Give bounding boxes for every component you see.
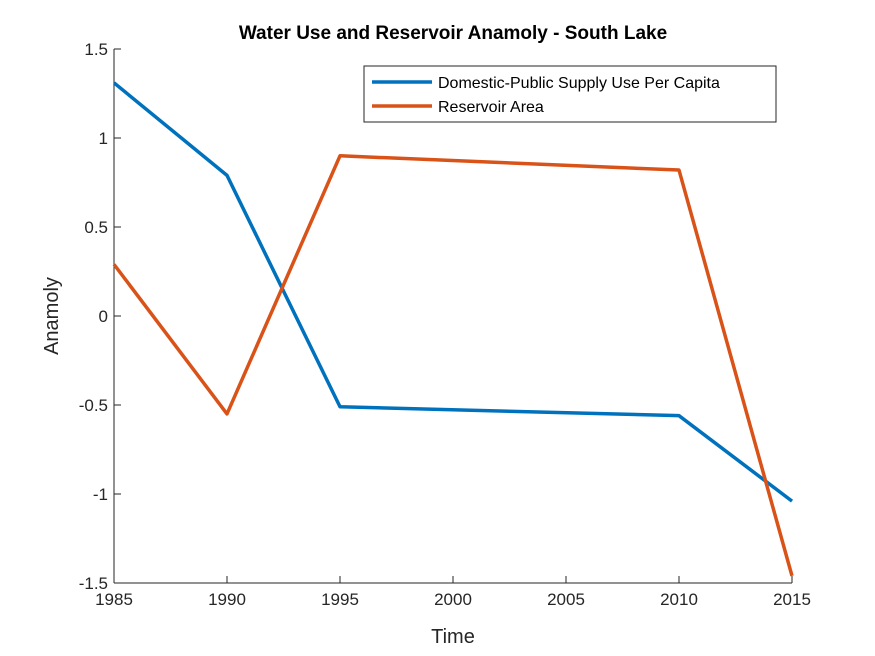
y-tick-label: -1	[93, 485, 108, 504]
legend-entry-label: Domestic-Public Supply Use Per Capita	[438, 75, 720, 92]
y-tick-label: 1.5	[84, 40, 108, 59]
x-tick-label: 2015	[773, 590, 811, 609]
x-tick-label: 1995	[321, 590, 359, 609]
x-axis-label: Time	[431, 626, 475, 648]
y-tick-label: -1.5	[79, 574, 108, 593]
x-tick-label: 1985	[95, 590, 133, 609]
y-tick-label: 0	[99, 307, 108, 326]
y-axis: 1.5 1 0.5 0 -0.5 -1 -1.5	[79, 40, 121, 593]
x-tick-label: 2010	[660, 590, 698, 609]
y-tick-label: 0.5	[84, 218, 108, 237]
legend: Domestic-Public Supply Use Per Capita Res…	[363, 65, 777, 123]
x-tick-label: 2000	[434, 590, 472, 609]
legend-box	[363, 65, 777, 123]
y-axis-label: Anamoly	[41, 277, 63, 355]
x-tick-label: 2005	[547, 590, 585, 609]
x-tick-label: 1990	[208, 590, 246, 609]
x-axis: 1985 1990 1995 2000 2005 2010 2015	[95, 576, 811, 609]
series-line-2	[112, 154, 794, 577]
series-line-1	[112, 81, 794, 503]
chart-title: Water Use and Reservoir Anamoly - South …	[239, 23, 667, 44]
y-tick-label: -0.5	[79, 396, 108, 415]
series-lines	[112, 81, 794, 577]
y-tick-label: 1	[99, 129, 108, 148]
legend-entry-label: Reservoir Area	[438, 99, 544, 116]
